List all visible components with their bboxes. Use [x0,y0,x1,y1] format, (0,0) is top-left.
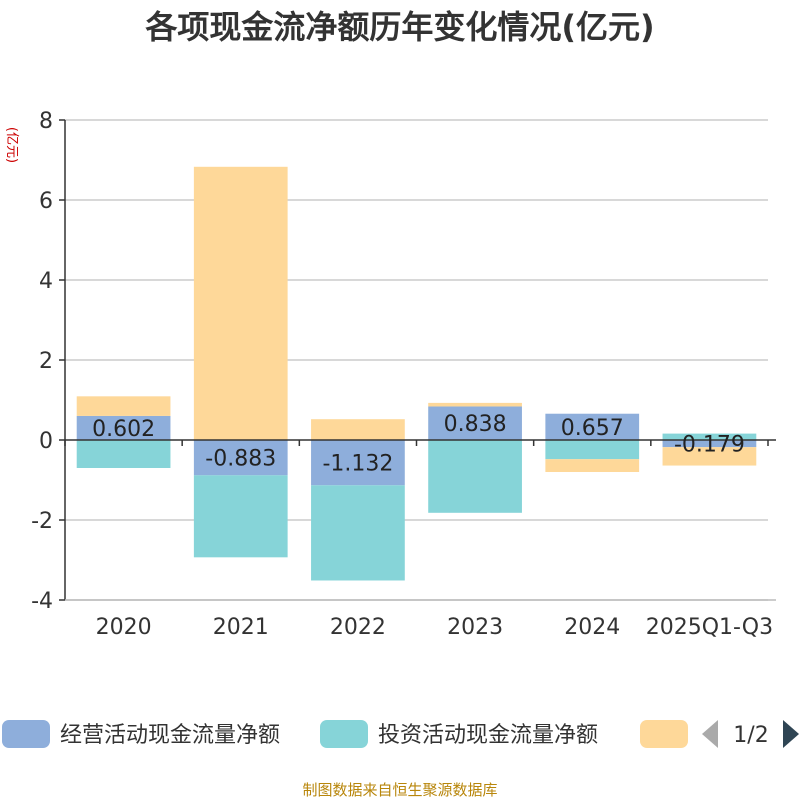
bar-2-2022 [311,485,405,581]
data-label-2023: 0.838 [444,412,507,437]
legend-swatch [640,720,688,748]
legend-prev-icon[interactable] [702,720,718,748]
legend-page-indicator: 1/2 [733,723,768,748]
legend-label: 经营活动现金流量净额 [60,723,280,748]
x-tick-label: 2022 [330,615,386,640]
data-label-2025Q1-Q3: -0.179 [674,433,745,458]
data-label-2024: 0.657 [561,416,624,441]
legend-swatch [320,720,368,748]
legend-label: 投资活动现金流量净额 [378,723,598,748]
bar-2-2021 [193,475,288,558]
x-tick-label: 2023 [447,615,503,640]
bar-2-2024 [545,440,640,460]
grid-lines [65,119,768,601]
bar-3-2023 [428,402,522,407]
y-tick-label: 8 [39,109,53,134]
bar-series [76,166,757,581]
x-tick-label: 2021 [213,615,269,640]
y-tick-label: -4 [31,589,53,614]
bar-3-2020 [76,396,171,416]
source-note: 制图数据来自恒生聚源数据库 [302,781,497,799]
x-tick-label: 2024 [564,615,620,640]
y-tick-label: 6 [39,189,53,214]
bar-3-2025Q1-Q3 [662,447,757,466]
data-label-2021: -0.883 [205,447,276,472]
y-tick-label: 4 [39,269,53,294]
bar-1-2022 [311,440,405,486]
axes: -4 -2 0 2 4 6 8 2020 2021 2022 2023 2024 2025Q1-Q3 [31,109,776,640]
legend-next-icon[interactable] [783,720,799,748]
chart-title: 各项现金流净额历年变化情况(亿元) [145,8,654,46]
legend: 经营活动现金流量净额 投资活动现金流量净额 1/2 [2,720,799,748]
legend-item-3[interactable] [640,720,688,748]
bar-2-2023 [428,440,522,513]
data-label-2022: -1.132 [322,452,393,477]
y-tick-label: 0 [39,429,53,454]
bar-3-2022 [311,419,405,440]
bar-1-2024 [545,413,640,440]
legend-item-1[interactable]: 经营活动现金流量净额 [2,720,280,748]
bar-3-2024 [545,459,640,472]
bar-1-2025Q1-Q3 [662,440,757,448]
legend-swatch [2,720,50,748]
x-tick-label: 2020 [96,615,152,640]
bar-2-2020 [76,440,171,468]
data-label-2020: 0.602 [92,417,155,442]
bar-1-2021 [193,440,288,476]
y-axis-label: (亿元) [4,127,19,163]
bar-1-2023 [428,406,522,440]
data-labels: 0.602 -0.883 -1.132 0.838 0.657 -0.179 [92,412,745,476]
bar-1-2020 [76,415,171,440]
y-tick-label: 2 [39,349,53,374]
x-tick-label: 2025Q1-Q3 [646,615,773,640]
bar-2-2025Q1-Q3 [662,433,757,440]
legend-item-2[interactable]: 投资活动现金流量净额 [320,720,598,748]
bar-3-2021 [193,166,288,441]
y-tick-label: -2 [31,509,53,534]
